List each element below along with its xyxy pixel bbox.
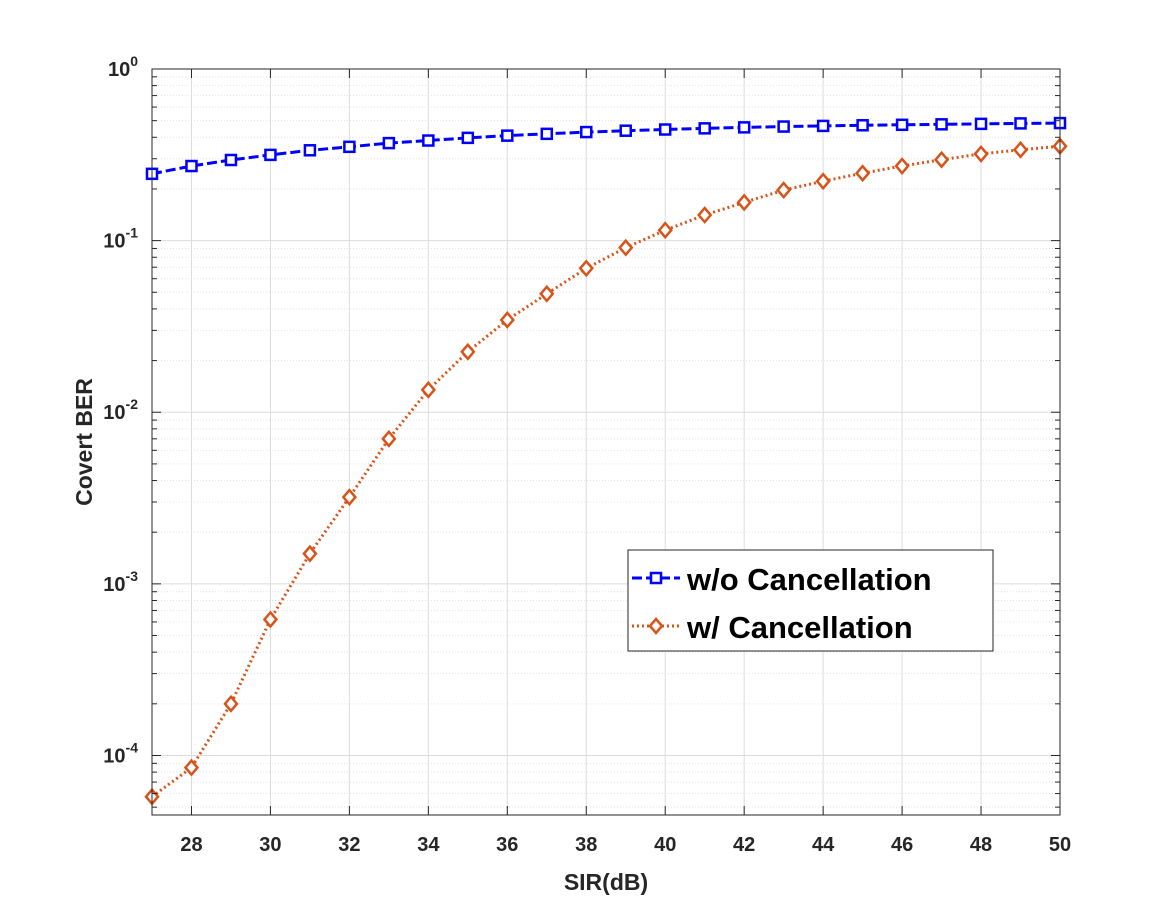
data-point (776, 181, 792, 200)
data-point (856, 119, 869, 132)
data-point (1012, 140, 1029, 159)
legend-marker-series-1 (649, 571, 663, 585)
data-point (183, 758, 200, 777)
x-tick-label: 46 (891, 834, 913, 856)
legend-label-series-2: w/ Cancellation (686, 610, 913, 645)
data-point (499, 311, 515, 329)
series-line (151, 121, 1061, 176)
x-tick-label: 44 (812, 834, 835, 856)
plot-area (152, 69, 1060, 815)
y-tick-label: 10-4 (103, 739, 138, 767)
x-tick-labels: 28 30 32 34 36 38 40 42 44 46 48 50 (180, 834, 1071, 856)
y-tick-label: 100 (108, 53, 138, 81)
data-point (185, 159, 198, 173)
legend-box (627, 549, 994, 652)
data-point (933, 150, 950, 169)
x-tick-label: 28 (180, 834, 202, 856)
x-tick-label: 48 (970, 834, 992, 856)
data-point (303, 144, 317, 157)
data-point (815, 172, 831, 191)
data-point (657, 221, 673, 240)
x-tick-label: 32 (338, 834, 360, 856)
x-tick-label: 34 (417, 834, 440, 856)
y-tick-label: 10-1 (103, 225, 138, 253)
x-tick-label: 38 (575, 834, 597, 856)
data-point (1014, 117, 1027, 130)
data-point (854, 164, 871, 183)
y-tick-labels: 10-4 10-3 10-2 10-1 100 (103, 53, 138, 767)
data-point (262, 610, 279, 629)
data-point (618, 238, 634, 257)
data-point (422, 134, 435, 147)
data-point (578, 259, 594, 278)
data-point (737, 121, 751, 134)
plot-frame (151, 68, 1061, 816)
series-2 (144, 137, 1068, 806)
y-tick-label: 10-2 (103, 396, 138, 424)
tick-marks (152, 68, 1061, 815)
legend: w/o Cancellation w/ Cancellation (627, 549, 994, 652)
data-point (381, 429, 397, 448)
data-point (539, 284, 555, 303)
x-tick-label: 42 (733, 834, 755, 856)
data-point (894, 157, 910, 175)
data-point (501, 129, 514, 142)
data-point (895, 118, 909, 132)
data-point (658, 123, 672, 136)
y-axis-title: Covert BER (71, 378, 97, 506)
x-axis-title: SIR(dB) (564, 869, 648, 895)
y-tick-label: 10-3 (103, 568, 138, 596)
grid (152, 68, 1061, 815)
data-point (697, 206, 713, 224)
data-point (302, 544, 318, 563)
data-point (460, 342, 476, 361)
data-point (224, 153, 238, 167)
data-point (973, 145, 989, 163)
x-tick-label: 36 (496, 834, 518, 856)
data-point (580, 125, 593, 139)
data-point (816, 119, 830, 133)
data-point (935, 118, 948, 131)
data-point (420, 380, 436, 399)
data-point (974, 117, 988, 131)
data-point (343, 140, 356, 154)
x-tick-label: 40 (654, 834, 676, 856)
data-point (461, 131, 475, 145)
x-tick-label: 30 (259, 834, 281, 856)
data-point (777, 120, 790, 133)
legend-label-series-1: w/o Cancellation (686, 562, 932, 597)
data-point (698, 122, 711, 135)
data-point (619, 124, 632, 137)
data-point (341, 488, 358, 507)
data-point (382, 136, 396, 150)
data-point (223, 694, 239, 713)
legend-marker-series-2 (648, 617, 664, 635)
series-layer (144, 116, 1068, 806)
x-tick-label: 50 (1049, 834, 1071, 856)
data-point (736, 193, 752, 212)
data-point (540, 127, 554, 141)
data-point (264, 148, 277, 162)
